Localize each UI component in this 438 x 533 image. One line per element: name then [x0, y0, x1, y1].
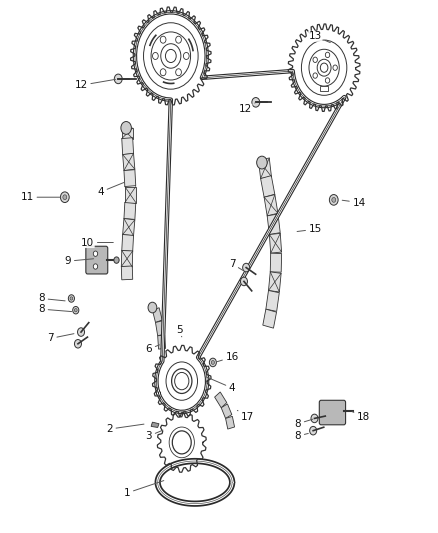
Circle shape — [240, 277, 247, 286]
Polygon shape — [124, 203, 136, 220]
Text: 8: 8 — [294, 431, 308, 441]
Circle shape — [114, 257, 119, 263]
Text: 12: 12 — [239, 103, 255, 114]
Text: 8: 8 — [38, 304, 72, 314]
Circle shape — [333, 65, 337, 70]
Text: 14: 14 — [342, 198, 366, 207]
Text: 7: 7 — [47, 334, 74, 343]
Circle shape — [257, 156, 267, 169]
Text: 17: 17 — [237, 410, 254, 422]
Circle shape — [68, 295, 74, 302]
Polygon shape — [123, 154, 135, 171]
Polygon shape — [268, 272, 281, 292]
Circle shape — [148, 302, 157, 313]
Circle shape — [78, 328, 85, 336]
Polygon shape — [267, 214, 280, 235]
Circle shape — [60, 192, 69, 203]
Text: 9: 9 — [64, 256, 94, 266]
Text: 7: 7 — [229, 259, 243, 270]
Text: 8: 8 — [294, 419, 313, 429]
Polygon shape — [258, 158, 272, 179]
Circle shape — [160, 36, 166, 43]
Circle shape — [160, 69, 166, 76]
Circle shape — [311, 414, 318, 423]
Polygon shape — [158, 335, 166, 349]
Polygon shape — [261, 175, 275, 197]
Polygon shape — [151, 422, 159, 427]
Circle shape — [121, 122, 131, 134]
Circle shape — [209, 358, 216, 367]
Polygon shape — [215, 392, 227, 408]
Text: 12: 12 — [74, 79, 116, 90]
Text: 4: 4 — [206, 377, 236, 393]
Circle shape — [93, 251, 98, 256]
Polygon shape — [122, 138, 134, 155]
Circle shape — [114, 74, 122, 84]
Circle shape — [152, 52, 158, 60]
Circle shape — [325, 52, 330, 58]
Polygon shape — [270, 253, 282, 272]
Polygon shape — [226, 416, 235, 429]
Circle shape — [74, 340, 81, 348]
Circle shape — [310, 426, 317, 435]
Circle shape — [93, 264, 98, 269]
Text: 13: 13 — [309, 31, 330, 43]
Circle shape — [329, 195, 338, 205]
Polygon shape — [155, 321, 165, 336]
Polygon shape — [152, 308, 162, 322]
Circle shape — [176, 36, 181, 43]
Circle shape — [313, 73, 318, 78]
Text: 10: 10 — [81, 238, 113, 247]
Circle shape — [325, 78, 330, 83]
Polygon shape — [121, 251, 133, 267]
Text: 6: 6 — [145, 344, 159, 354]
Circle shape — [211, 360, 215, 365]
Polygon shape — [221, 404, 232, 418]
Polygon shape — [121, 266, 133, 280]
Circle shape — [243, 263, 250, 272]
Text: 8: 8 — [38, 294, 65, 303]
Circle shape — [73, 306, 79, 314]
Polygon shape — [263, 309, 276, 328]
Polygon shape — [123, 219, 135, 236]
FancyBboxPatch shape — [86, 246, 108, 274]
Text: 2: 2 — [106, 424, 144, 434]
Polygon shape — [122, 128, 133, 139]
Circle shape — [176, 69, 181, 76]
Text: 16: 16 — [217, 352, 239, 362]
Polygon shape — [122, 235, 134, 252]
Polygon shape — [124, 169, 136, 187]
FancyBboxPatch shape — [319, 400, 346, 425]
Polygon shape — [266, 290, 279, 311]
Circle shape — [184, 52, 189, 60]
Text: 18: 18 — [352, 411, 370, 422]
Circle shape — [252, 98, 260, 107]
Text: 1: 1 — [124, 481, 164, 498]
Text: 5: 5 — [176, 326, 183, 337]
Circle shape — [63, 195, 67, 199]
Circle shape — [70, 297, 73, 300]
Polygon shape — [264, 195, 278, 216]
Circle shape — [313, 57, 318, 62]
FancyBboxPatch shape — [320, 86, 328, 91]
Circle shape — [332, 197, 336, 203]
Polygon shape — [269, 233, 282, 253]
Polygon shape — [125, 187, 136, 203]
Text: 4: 4 — [97, 182, 124, 197]
Circle shape — [74, 309, 77, 312]
Text: 15: 15 — [297, 224, 322, 234]
Text: 11: 11 — [21, 192, 61, 202]
Text: 3: 3 — [145, 430, 163, 441]
